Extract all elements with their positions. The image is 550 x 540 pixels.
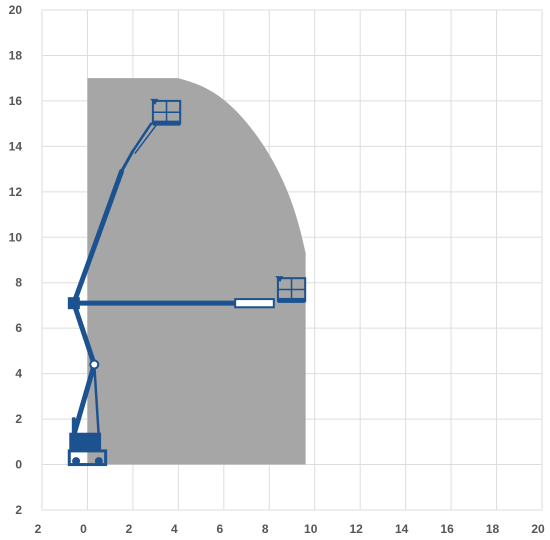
x-tick-label: 16 (440, 522, 454, 536)
pose-max-height (71, 98, 182, 306)
lower-boom-2 (71, 300, 97, 368)
jib-rod (134, 125, 157, 154)
y-tick-label: 2 (15, 412, 22, 426)
x-tick-label: 4 (171, 522, 178, 536)
y-tick-label: 14 (9, 139, 23, 153)
y-tick-label: 6 (15, 321, 22, 335)
x-tick-label: 20 (531, 522, 545, 536)
control-box (275, 276, 284, 283)
y-tick-label: 0 (15, 458, 22, 472)
y-tick-label: 20 (9, 3, 23, 17)
x-tick-label: 6 (216, 522, 223, 536)
control-box (150, 98, 159, 105)
x-tick-label: 0 (80, 522, 87, 536)
x-tick-label: 14 (395, 522, 409, 536)
x-tick-label: 12 (350, 522, 364, 536)
working-envelope (87, 78, 306, 465)
y-tick-label: 18 (9, 48, 23, 62)
x-tick-label: 18 (486, 522, 500, 536)
main-boom (71, 168, 125, 306)
y-tick-label: 8 (15, 276, 22, 290)
envelope-area (87, 78, 306, 465)
y-tick-label: 4 (15, 367, 22, 381)
x-tick-label: 8 (262, 522, 269, 536)
pose-max-outreach (71, 276, 307, 309)
y-tick-label: 2 (15, 503, 22, 517)
boom-tip (120, 149, 135, 173)
boom-lift-machine (67, 98, 307, 467)
boom-extension (234, 298, 275, 309)
knuckle-joint (89, 359, 100, 370)
lower-cylinder (93, 363, 101, 439)
x-tick-label: 2 (35, 522, 42, 536)
wheel-front (94, 457, 103, 466)
chassis (69, 432, 102, 451)
x-tick-label: 2 (126, 522, 133, 536)
y-tick-label: 12 (9, 185, 23, 199)
base-frame (67, 449, 108, 467)
basket-floor (152, 120, 181, 126)
wheel-rear (72, 457, 81, 466)
basket-floor (277, 297, 306, 303)
lower-boom-1 (71, 362, 97, 438)
y-tick-label: 16 (9, 94, 23, 108)
jib (131, 122, 153, 153)
x-tick-label: 10 (304, 522, 318, 536)
y-tick-label: 10 (9, 230, 23, 244)
